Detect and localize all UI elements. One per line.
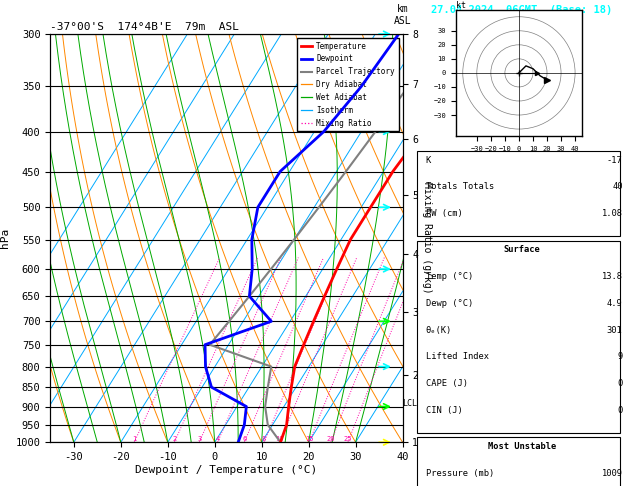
Text: -17: -17 <box>607 156 623 165</box>
Text: 1.08: 1.08 <box>601 209 623 218</box>
Text: 15: 15 <box>305 436 313 442</box>
Text: 0: 0 <box>617 379 623 388</box>
Text: Temp (°C): Temp (°C) <box>426 272 473 281</box>
Text: CIN (J): CIN (J) <box>426 406 462 415</box>
Text: 10: 10 <box>276 436 284 442</box>
Text: -37°00'S  174°4B'E  79m  ASL: -37°00'S 174°4B'E 79m ASL <box>50 22 239 32</box>
Text: kt: kt <box>456 0 465 10</box>
Text: Dewp (°C): Dewp (°C) <box>426 299 473 308</box>
Text: Totals Totals: Totals Totals <box>426 182 494 191</box>
Text: 301: 301 <box>607 326 623 335</box>
Text: 27.04.2024  06GMT  (Base: 18): 27.04.2024 06GMT (Base: 18) <box>431 5 613 15</box>
Text: © weatheronline.co.uk: © weatheronline.co.uk <box>470 472 574 481</box>
Y-axis label: Mixing Ratio (g/kg): Mixing Ratio (g/kg) <box>422 182 432 294</box>
FancyBboxPatch shape <box>417 151 620 236</box>
Text: 0: 0 <box>617 406 623 415</box>
Text: 6: 6 <box>242 436 247 442</box>
Legend: Temperature, Dewpoint, Parcel Trajectory, Dry Adiabat, Wet Adiabat, Isotherm, Mi: Temperature, Dewpoint, Parcel Trajectory… <box>297 38 399 131</box>
Y-axis label: hPa: hPa <box>0 228 10 248</box>
Text: 20: 20 <box>326 436 335 442</box>
Text: 40: 40 <box>612 182 623 191</box>
Text: Surface: Surface <box>504 245 540 255</box>
Text: 13.8: 13.8 <box>601 272 623 281</box>
FancyBboxPatch shape <box>417 241 620 433</box>
Text: PW (cm): PW (cm) <box>426 209 462 218</box>
Text: LCL: LCL <box>403 399 418 408</box>
Text: 9: 9 <box>617 352 623 362</box>
Text: 3: 3 <box>197 436 201 442</box>
Text: θₑ(K): θₑ(K) <box>426 326 452 335</box>
Text: Most Unstable: Most Unstable <box>488 442 556 451</box>
Text: km
ASL: km ASL <box>394 4 411 26</box>
Text: K: K <box>426 156 431 165</box>
FancyBboxPatch shape <box>417 437 620 486</box>
Text: 8: 8 <box>262 436 266 442</box>
Text: Pressure (mb): Pressure (mb) <box>426 469 494 478</box>
Text: 1009: 1009 <box>601 469 623 478</box>
Text: 1: 1 <box>132 436 136 442</box>
Text: 2: 2 <box>172 436 177 442</box>
Text: 4.9: 4.9 <box>607 299 623 308</box>
Text: Lifted Index: Lifted Index <box>426 352 489 362</box>
Text: 25: 25 <box>343 436 352 442</box>
Text: CAPE (J): CAPE (J) <box>426 379 468 388</box>
Text: 4: 4 <box>216 436 220 442</box>
X-axis label: Dewpoint / Temperature (°C): Dewpoint / Temperature (°C) <box>135 465 318 475</box>
